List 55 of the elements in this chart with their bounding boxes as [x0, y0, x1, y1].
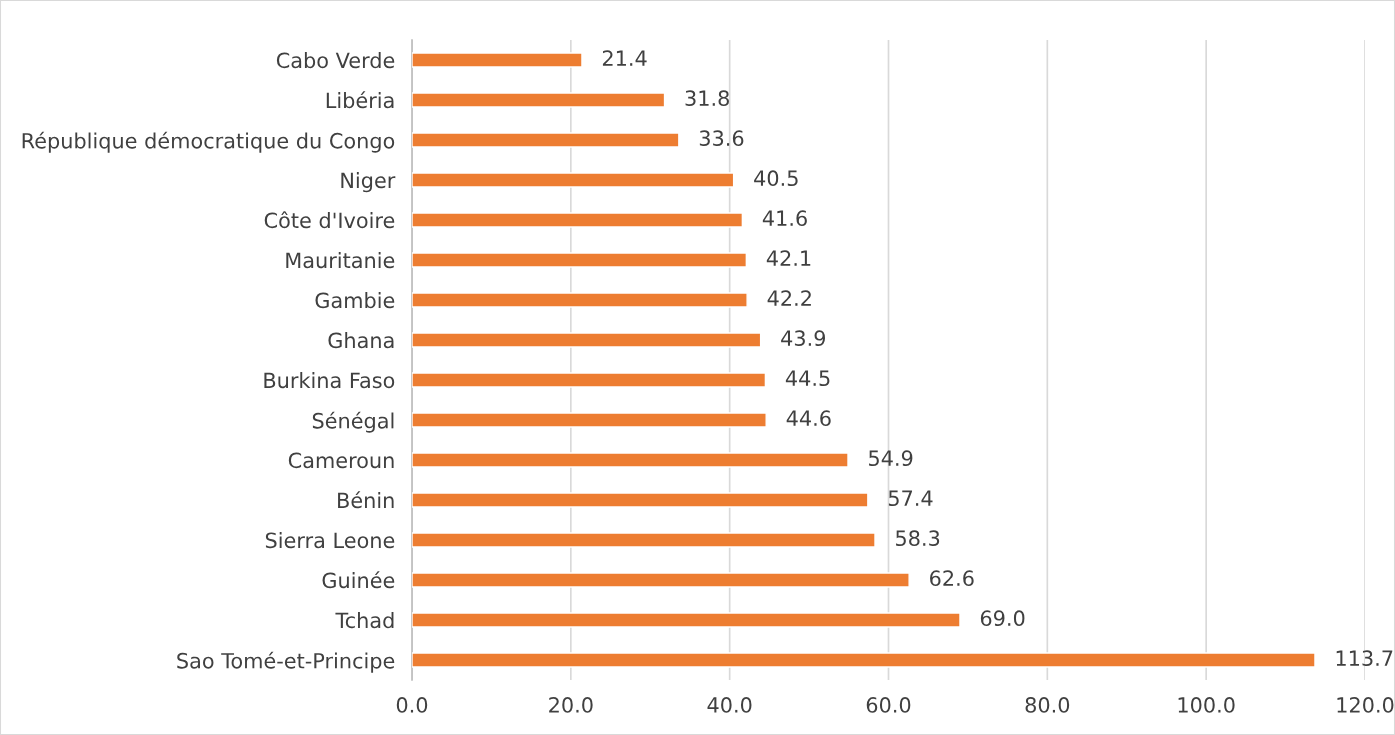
bar: [412, 172, 735, 188]
x-tick-label: 80.0: [1025, 697, 1070, 713]
y-tick-label: République démocratique du Congo: [22, 131, 395, 153]
data-label: 44.6: [786, 410, 831, 427]
data-label: 54.9: [869, 450, 913, 467]
x-tick-label: 120.0: [1337, 697, 1394, 713]
x-tick-label: 20.0: [549, 697, 593, 713]
bar: [412, 532, 876, 548]
data-label: 41.6: [762, 210, 807, 227]
data-label: 31.8: [685, 90, 729, 107]
y-tick-label: Sierra Leone: [265, 532, 395, 549]
bar: [412, 212, 744, 228]
bar: [412, 92, 666, 108]
bar: [412, 132, 680, 148]
data-label: 113.7: [1336, 650, 1393, 667]
x-tick-label: 60.0: [866, 697, 911, 713]
y-tick-label: Cameroun: [288, 452, 394, 469]
data-label: 69.0: [980, 610, 1025, 627]
y-tick-label: Cabo Verde: [276, 52, 395, 69]
data-label: 21.4: [602, 50, 647, 66]
y-tick-label: Mauritanie: [286, 252, 395, 269]
y-tick-label: Tchad: [335, 612, 394, 629]
bar: [412, 492, 869, 508]
y-tick-label: Niger: [341, 172, 396, 193]
y-tick-label: Burkina Faso: [264, 372, 395, 389]
bar: [412, 452, 849, 468]
data-label: 57.4: [888, 490, 933, 507]
y-tick-label: Sao Tomé-et-Principe: [177, 651, 395, 673]
bar: [412, 372, 767, 388]
data-label: 40.5: [754, 170, 798, 187]
data-label: 58.3: [896, 530, 940, 547]
data-label: 42.1: [766, 250, 811, 266]
y-tick-label: Sénégal: [312, 411, 394, 433]
x-tick-label: 0.0: [396, 697, 428, 713]
y-tick-label: Ghana: [328, 332, 394, 349]
data-label: 44.5: [785, 370, 830, 387]
y-tick-label: Gambie: [315, 292, 395, 309]
data-label: 62.6: [930, 570, 974, 587]
bar: [412, 52, 583, 68]
x-tick-label: 40.0: [707, 697, 752, 713]
data-label: 43.9: [781, 330, 826, 347]
y-tick-label: Bénin: [338, 491, 394, 509]
bar: [412, 332, 762, 348]
bar: [412, 652, 1316, 668]
bar: [412, 572, 910, 588]
y-tick-label: Guinée: [322, 571, 395, 589]
data-label: 42.2: [767, 290, 811, 306]
bar: [412, 252, 748, 268]
y-tick-label: Côte d'Ivoire: [264, 211, 395, 229]
x-tick-label: 100.0: [1178, 697, 1235, 713]
bar: [412, 412, 767, 428]
bar: [412, 612, 961, 628]
data-label: 33.6: [699, 130, 744, 147]
bar: [412, 292, 748, 308]
y-tick-label: Libéria: [326, 91, 394, 109]
